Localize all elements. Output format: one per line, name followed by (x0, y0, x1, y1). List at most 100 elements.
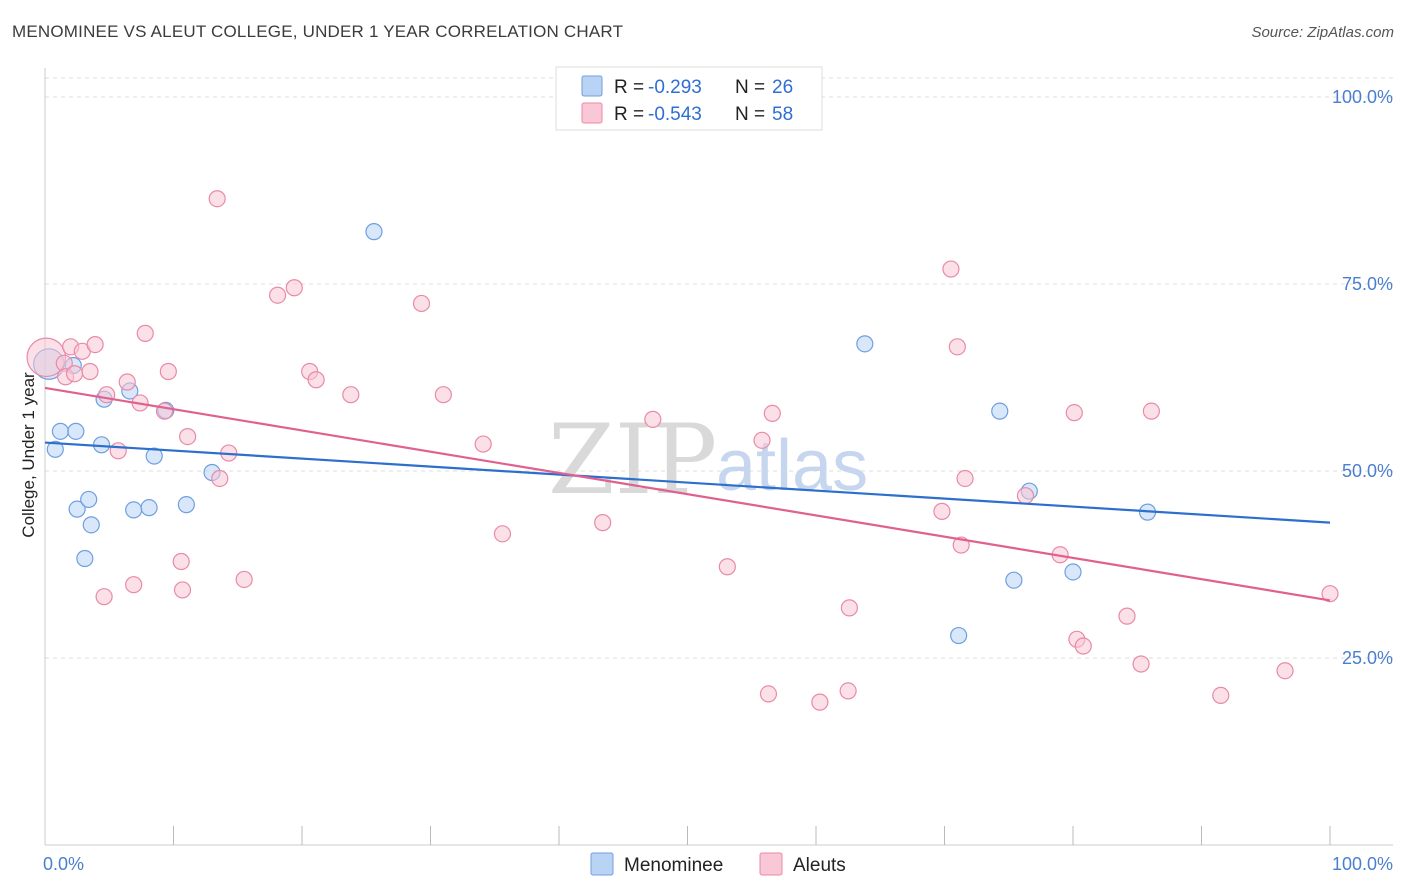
legend-n-label-menominee: N = (735, 77, 765, 98)
point-aleuts-37 (759, 685, 778, 703)
point-aleuts-4 (65, 365, 84, 383)
point-aleuts-6 (81, 362, 99, 381)
point-aleuts-52 (1118, 607, 1136, 625)
point-aleuts-18 (173, 581, 192, 599)
x-tick-label-1: 100.0% (1332, 854, 1393, 874)
bottom-legend-swatch-menominee (590, 852, 614, 876)
point-aleuts-31 (474, 435, 492, 453)
point-menominee-8 (82, 516, 100, 534)
point-menominee-13 (140, 499, 158, 517)
legend-r-label-aleuts: R = (614, 104, 644, 125)
y-tick-label-0: 25.0% (1342, 648, 1393, 668)
point-menominee-24 (1064, 563, 1082, 581)
legend-r-value-menominee: -0.293 (648, 77, 702, 98)
point-aleuts-57 (1321, 585, 1339, 603)
point-aleuts-12 (125, 576, 143, 594)
legend-r-label-menominee: R = (614, 77, 644, 98)
point-menominee-2 (51, 422, 70, 440)
point-menominee-1 (46, 440, 64, 458)
bottom-legend: Menominee Aleuts (590, 852, 846, 876)
point-aleuts-36 (753, 431, 771, 449)
trend-line-menominee (44, 441, 1331, 524)
point-aleuts-23 (235, 570, 253, 589)
y-tick-label-3: 100.0% (1332, 87, 1393, 107)
axes (44, 68, 1393, 846)
point-menominee-4 (67, 422, 85, 440)
point-aleuts-17 (172, 552, 190, 571)
x-tick-label-0: 0.0% (43, 854, 84, 874)
point-menominee-20 (950, 626, 968, 645)
point-aleuts-30 (434, 386, 452, 404)
legend-r-value-aleuts: -0.543 (648, 104, 702, 125)
point-aleuts-29 (412, 294, 431, 313)
point-aleuts-21 (211, 469, 229, 488)
point-aleuts-27 (307, 371, 325, 389)
point-aleuts-46 (956, 469, 974, 488)
point-aleuts-53 (1132, 655, 1150, 673)
trend-lines (44, 386, 1331, 602)
legend-swatch-aleuts (581, 102, 603, 124)
watermark-atlas: atlas (716, 426, 868, 506)
x-tick-labels: 0.0% 100.0% (43, 854, 1393, 874)
point-aleuts-54 (1142, 402, 1160, 420)
point-aleuts-49 (1065, 404, 1083, 422)
watermark: ZIP atlas (548, 404, 868, 516)
point-aleuts-14 (136, 324, 154, 342)
point-aleuts-42 (933, 502, 951, 520)
point-aleuts-32 (493, 525, 512, 543)
point-aleuts-44 (948, 338, 966, 356)
data-points (26, 190, 1339, 711)
legend-n-label-aleuts: N = (735, 104, 765, 125)
bottom-legend-swatch-aleuts (759, 852, 783, 876)
point-aleuts-20 (208, 190, 226, 208)
point-aleuts-8 (95, 588, 113, 606)
legend-swatch-menominee (581, 75, 603, 97)
point-aleuts-51 (1074, 637, 1092, 655)
y-tick-labels: 25.0% 50.0% 75.0% 100.0% (1332, 87, 1393, 668)
y-tick-label-1: 50.0% (1342, 461, 1393, 481)
legend-n-value-aleuts: 58 (772, 104, 793, 125)
point-aleuts-33 (594, 514, 612, 532)
point-menominee-7 (80, 490, 98, 509)
legend: R = -0.293 N = 26 R = -0.543 N = 58 (555, 66, 823, 131)
point-aleuts-40 (839, 682, 857, 700)
point-aleuts-34 (644, 410, 662, 428)
point-aleuts-47 (1016, 487, 1035, 505)
point-aleuts-38 (763, 404, 781, 423)
point-aleuts-25 (285, 279, 303, 297)
point-aleuts-28 (342, 386, 360, 404)
bottom-legend-label-menominee: Menominee (624, 855, 723, 876)
point-aleuts-41 (840, 599, 859, 617)
point-aleuts-19 (179, 427, 197, 446)
point-menominee-6 (76, 549, 94, 568)
point-menominee-22 (1005, 571, 1023, 589)
y-axis-label: College, Under 1 year (19, 372, 38, 538)
bottom-legend-label-aleuts: Aleuts (793, 855, 846, 876)
point-aleuts-15 (155, 402, 174, 420)
point-aleuts-7 (86, 335, 104, 354)
point-menominee-14 (145, 447, 163, 465)
point-menominee-19 (856, 335, 874, 353)
point-aleuts-56 (1276, 662, 1294, 680)
point-aleuts-11 (118, 373, 136, 391)
point-menominee-16 (177, 496, 195, 514)
watermark-zip: ZIP (548, 404, 717, 516)
point-aleuts-35 (718, 558, 736, 576)
chart-title: MENOMINEE VS ALEUT COLLEGE, UNDER 1 YEAR… (12, 22, 624, 41)
point-menominee-12 (125, 501, 143, 519)
point-menominee-21 (991, 402, 1009, 420)
trend-line-aleuts (44, 386, 1331, 602)
point-menominee-18 (365, 223, 383, 241)
point-aleuts-9 (98, 386, 116, 404)
chart-source: Source: ZipAtlas.com (1251, 24, 1394, 41)
point-aleuts-24 (268, 286, 287, 304)
point-aleuts-10 (109, 442, 127, 460)
point-menominee-5 (68, 500, 86, 518)
legend-n-value-menominee: 26 (772, 77, 793, 98)
y-tick-label-2: 75.0% (1342, 274, 1393, 294)
point-aleuts-39 (811, 693, 829, 711)
point-aleuts-55 (1212, 686, 1230, 705)
gridlines (45, 77, 1393, 659)
point-aleuts-43 (942, 260, 960, 278)
